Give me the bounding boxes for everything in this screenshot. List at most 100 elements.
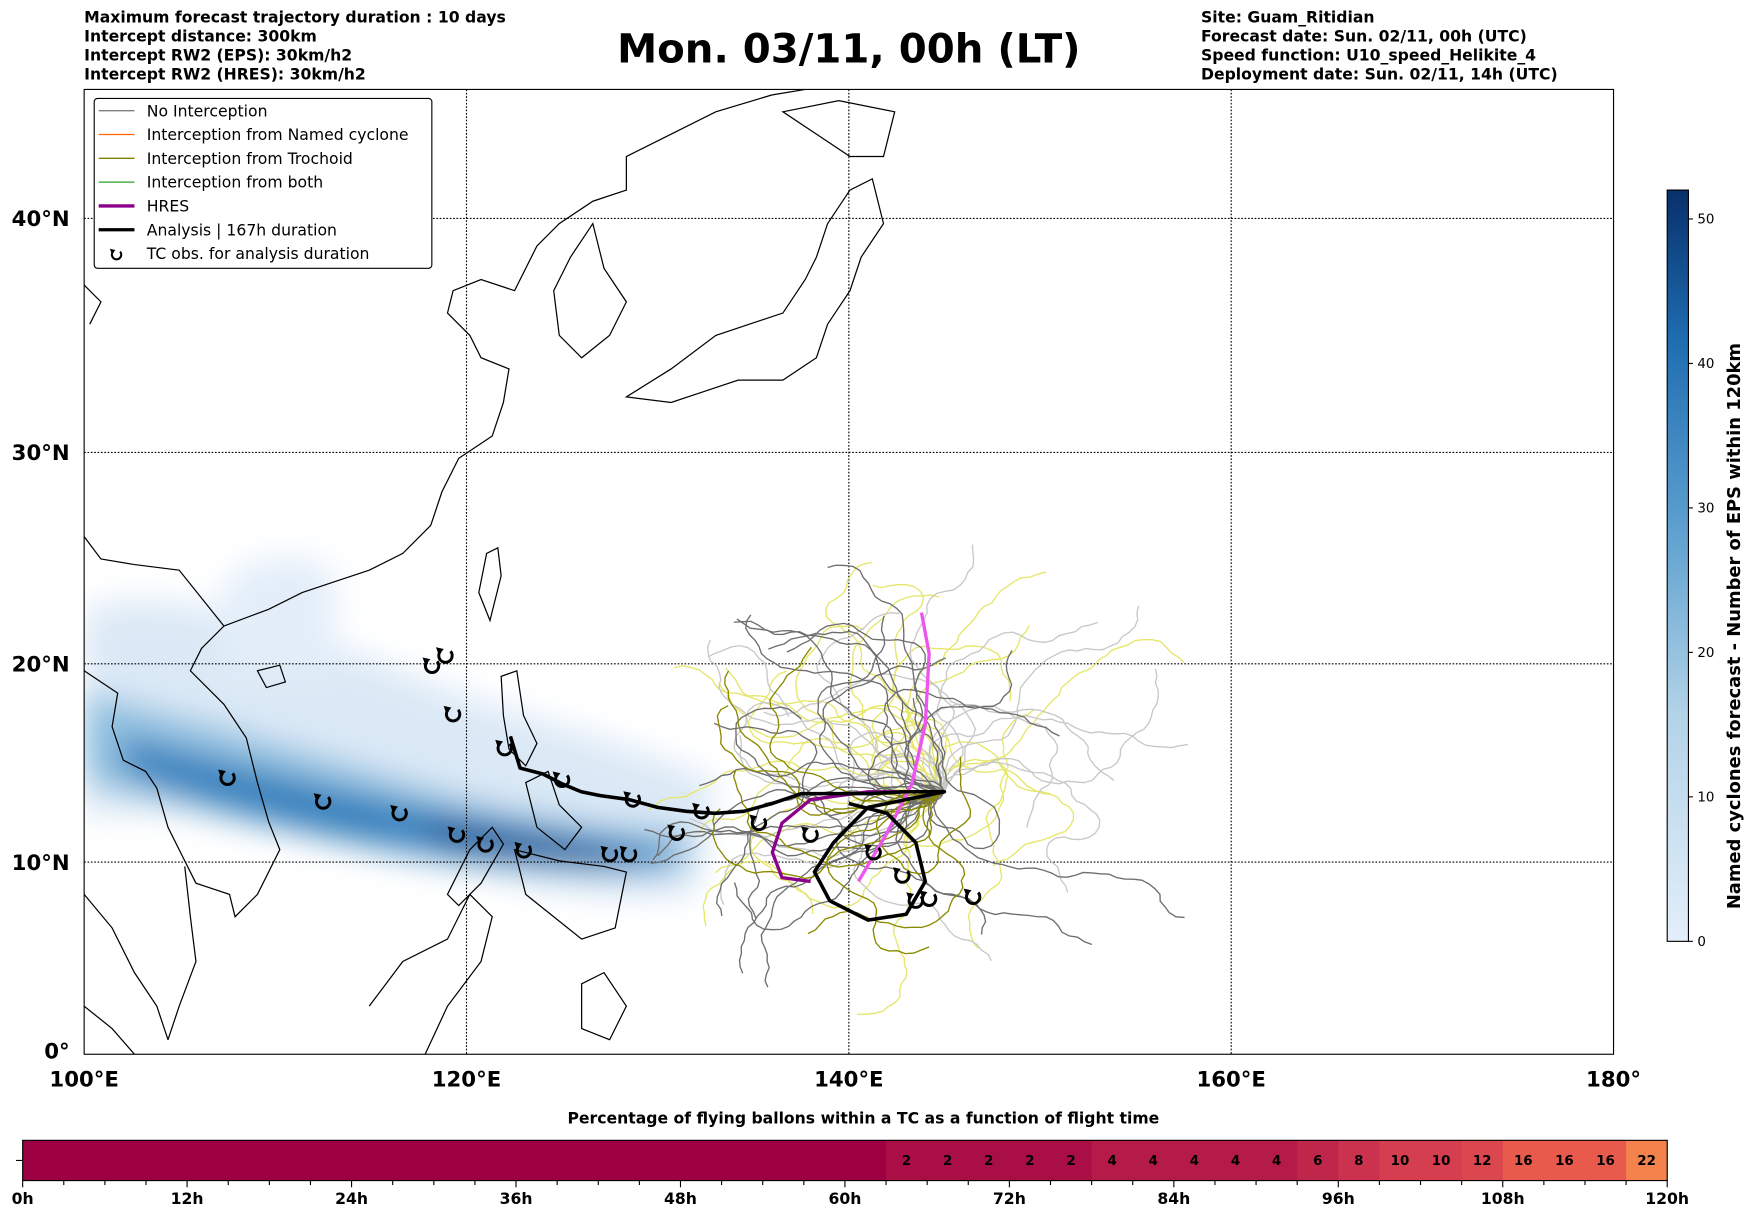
eps-trajectory <box>871 723 1051 796</box>
flight-bar-cell <box>1626 1140 1668 1181</box>
flight-bar-cell <box>1091 1140 1134 1181</box>
flight-bar-cell <box>310 1140 353 1181</box>
flight-bar-cell <box>516 1140 558 1181</box>
coastline-asia-mainland <box>84 89 806 1040</box>
flight-bar-cell <box>1584 1140 1627 1181</box>
eps-trajectory <box>768 630 945 798</box>
header-right-line: Deployment date: Sun. 02/11, 14h (UTC) <box>1201 64 1558 83</box>
flight-bar-cell <box>762 1140 805 1181</box>
eps-trajectory <box>816 611 945 797</box>
eps-trajectory <box>917 703 1115 792</box>
flight-bar-value: 2 <box>1066 1154 1075 1169</box>
header-left-line: Intercept RW2 (EPS): 30km/h2 <box>84 45 352 64</box>
eps-trajectory <box>732 769 945 868</box>
flight-bar-tick: 120h <box>1645 1189 1689 1208</box>
header-left-line: Maximum forecast trajectory duration : 1… <box>84 7 506 26</box>
hres-late-track <box>857 612 931 883</box>
flight-bar-value: 4 <box>1190 1154 1199 1169</box>
lon-label: 160°E <box>1196 1068 1265 1093</box>
coastline-philippines <box>446 669 628 940</box>
eps-trajectory <box>786 622 946 793</box>
eps-trajectory <box>733 620 946 793</box>
lon-label: 140°E <box>814 1068 883 1093</box>
flight-bar-cell <box>1009 1140 1052 1181</box>
flight-bar-cell <box>1420 1140 1463 1181</box>
flight-bar-value: 4 <box>1108 1154 1117 1169</box>
lon-label: 120°E <box>432 1068 501 1093</box>
flight-bar-cell <box>1502 1140 1545 1181</box>
flight-bar-cell <box>803 1140 846 1181</box>
header-right: Site: Guam_Ritidian Forecast date: Sun. … <box>1201 7 1558 83</box>
flight-bar-value: 4 <box>1231 1154 1240 1169</box>
flight-bar-cell <box>22 1140 65 1181</box>
header-left-line: Intercept distance: 300km <box>84 26 317 45</box>
flight-bar-value: 2 <box>984 1154 993 1169</box>
eps-trajectory <box>909 544 975 792</box>
flight-bar-value: 10 <box>1391 1154 1410 1169</box>
flight-bar-cell <box>187 1140 229 1181</box>
flight-bar-title: Percentage of flying ballons within a TC… <box>567 1109 1159 1128</box>
colorbar-tick: 50 <box>1697 212 1714 227</box>
flight-bar-cell <box>1173 1140 1216 1181</box>
hres-track <box>770 790 945 884</box>
flight-bar-cell <box>557 1140 599 1181</box>
eps-trajectory <box>713 722 945 817</box>
eps-trajectory <box>942 639 1185 792</box>
eps-trajectory <box>733 791 945 931</box>
main-tracks <box>508 612 947 922</box>
colorbar-scale <box>1666 189 1690 942</box>
colorbar: 0 10 20 30 40 50 Named cyclones forecast - Nu… <box>1666 189 1745 950</box>
eps-trajectory <box>827 564 945 793</box>
eps-trajectory <box>718 682 946 793</box>
flight-bar-cell <box>1132 1140 1175 1181</box>
lat-label: 10°N <box>12 851 70 876</box>
flight-bar-cell <box>639 1140 682 1181</box>
eps-trajectory <box>936 621 1099 792</box>
flight-bar-value: 4 <box>1149 1154 1158 1169</box>
eps-trajectory <box>747 670 945 793</box>
flight-bar-tick: 24h <box>335 1189 368 1208</box>
flight-bar-tick: 96h <box>1322 1189 1355 1208</box>
eps-trajectory <box>882 650 1013 793</box>
flight-bar-value: 4 <box>1272 1154 1281 1169</box>
flight-bar-value: 12 <box>1473 1154 1492 1169</box>
header-right-line: Speed function: U10_speed_Helikite_4 <box>1201 45 1536 64</box>
eps-trajectory <box>738 791 945 974</box>
map-frame <box>83 88 1615 1055</box>
flight-bar-cell <box>968 1140 1010 1181</box>
flight-bar-tick: 12h <box>171 1189 204 1208</box>
flight-bar-cell <box>433 1140 476 1181</box>
eps-trajectory <box>912 697 1001 850</box>
flight-bar-tick: 60h <box>828 1189 861 1208</box>
eps-trajectory <box>928 715 1189 793</box>
eps-trajectory <box>716 776 945 916</box>
flight-bar-cell <box>1338 1140 1380 1181</box>
legend-label: Analysis | 167h duration <box>147 220 337 239</box>
eps-trajectory <box>724 670 945 814</box>
legend-label: TC obs. for analysis duration <box>146 244 370 263</box>
lat-label: 0° <box>44 1040 69 1065</box>
eps-trajectory <box>715 791 945 909</box>
flight-bar-cell <box>927 1140 969 1181</box>
flight-bar-cell <box>1543 1140 1586 1181</box>
lat-label: 30°N <box>12 441 70 466</box>
flight-bar-cell <box>1297 1140 1339 1181</box>
legend-label: No Interception <box>147 101 268 120</box>
flight-bar-value: 8 <box>1354 1154 1363 1169</box>
eps-trajectory <box>928 704 1059 829</box>
lat-label: 40°N <box>12 207 70 232</box>
flight-bar-value: 16 <box>1596 1154 1615 1169</box>
eps-trajectory <box>819 657 946 793</box>
legend: No Interception Interception from Named c… <box>93 97 433 269</box>
legend-label: HRES <box>147 197 190 216</box>
legend-label: Interception from Trochoid <box>147 149 353 168</box>
colorbar-tick: 0 <box>1697 935 1706 950</box>
flight-bar-cell <box>1379 1140 1422 1181</box>
coastlines <box>84 89 896 1055</box>
flight-bar-tick: 48h <box>664 1189 697 1208</box>
coastline-japan <box>624 99 896 404</box>
colorbar-tick: 30 <box>1697 501 1714 516</box>
eps-trajectory <box>826 791 945 955</box>
analysis-track <box>508 735 947 922</box>
